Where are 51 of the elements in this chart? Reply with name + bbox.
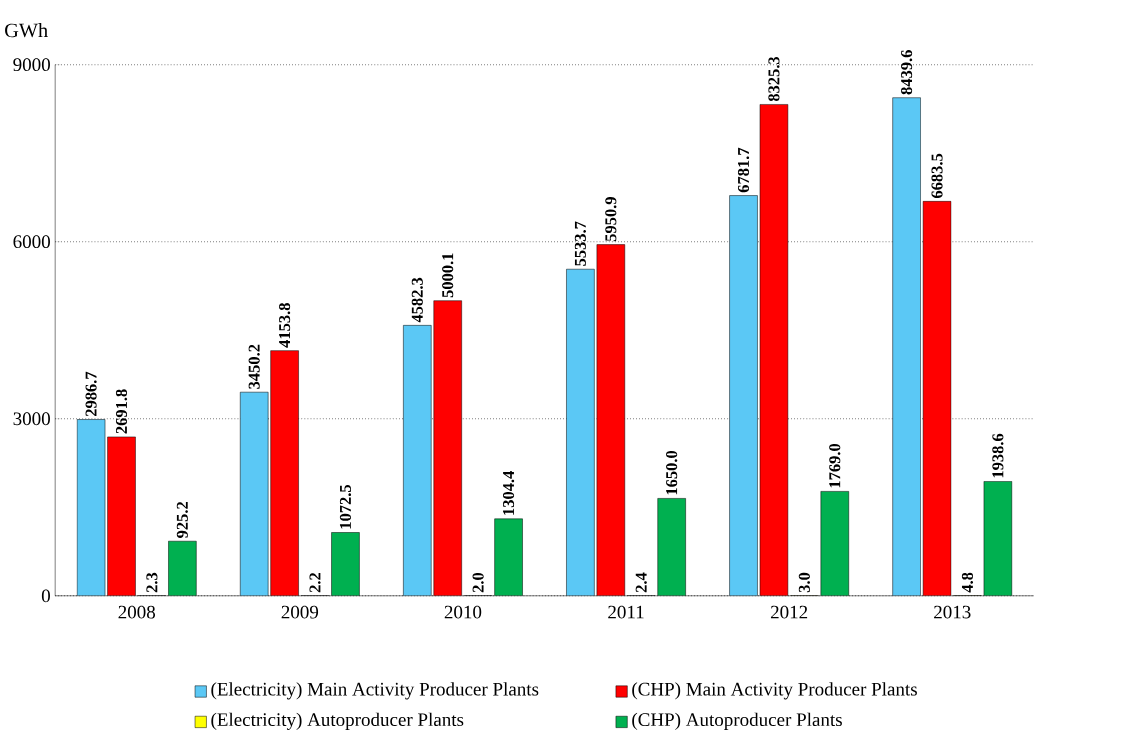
- data-label: 2.2: [309, 573, 321, 593]
- bar: [494, 518, 523, 596]
- bar: [331, 532, 360, 596]
- data-label: 1650.0: [666, 451, 678, 495]
- data-label: 5950.9: [605, 197, 617, 242]
- bar: [107, 437, 136, 596]
- data-label: 2.3: [146, 573, 158, 593]
- y-tick-label: 9000: [13, 58, 50, 72]
- data-label: 1769.0: [829, 444, 841, 488]
- data-label: 2.0: [472, 573, 484, 593]
- y-tick-label: 3000: [13, 412, 50, 426]
- x-tick-label: 2010: [444, 605, 482, 619]
- bar: [270, 350, 299, 596]
- data-label: 5533.7: [574, 221, 586, 266]
- data-label: 1072.5: [339, 485, 352, 529]
- y-tick-label: 0: [41, 589, 50, 603]
- data-label: 8325.3: [768, 57, 780, 102]
- data-label: 6781.7: [737, 148, 750, 193]
- x-tick-label: 2013: [934, 605, 971, 619]
- legend-label: (Electricity) Autoproducer Plants: [211, 712, 464, 731]
- legend-label: (CHP) Autoproducer Plants: [632, 712, 842, 731]
- data-label: 3450.2: [248, 344, 260, 389]
- x-tick-label: 2008: [118, 605, 156, 619]
- bar: [168, 541, 197, 596]
- data-label: 925.2: [176, 502, 188, 539]
- bar: [657, 498, 686, 596]
- bar: [760, 104, 788, 596]
- data-label: 2691.8: [115, 389, 128, 434]
- data-label: 1938.6: [992, 433, 1004, 478]
- data-label: 8439.6: [901, 50, 913, 95]
- bar: [433, 300, 462, 596]
- x-tick-label: 2009: [281, 605, 319, 619]
- data-label: 5000.1: [442, 253, 454, 298]
- legend-label: (Electricity) Main Activity Producer Plants: [211, 682, 539, 700]
- data-label: 4.8: [961, 572, 974, 593]
- data-label: 2.4: [635, 572, 647, 593]
- legend-label: (CHP) Main Activity Producer Plants: [632, 682, 917, 700]
- data-label: 4582.3: [411, 278, 423, 323]
- bar: [922, 201, 952, 596]
- data-label: 1304.4: [502, 471, 515, 515]
- bar: [820, 491, 849, 596]
- x-tick-label: 2011: [608, 605, 644, 619]
- data-label: 6683.5: [931, 154, 943, 199]
- data-label: 2986.7: [85, 372, 97, 417]
- bar: [983, 481, 1013, 596]
- y-tick-label: 6000: [13, 235, 50, 249]
- x-tick-label: 2012: [770, 605, 808, 619]
- y-axis-title: GWh: [5, 23, 48, 38]
- data-label: 4153.8: [279, 303, 291, 348]
- data-label: 3.0: [798, 573, 810, 593]
- bar: [596, 244, 625, 596]
